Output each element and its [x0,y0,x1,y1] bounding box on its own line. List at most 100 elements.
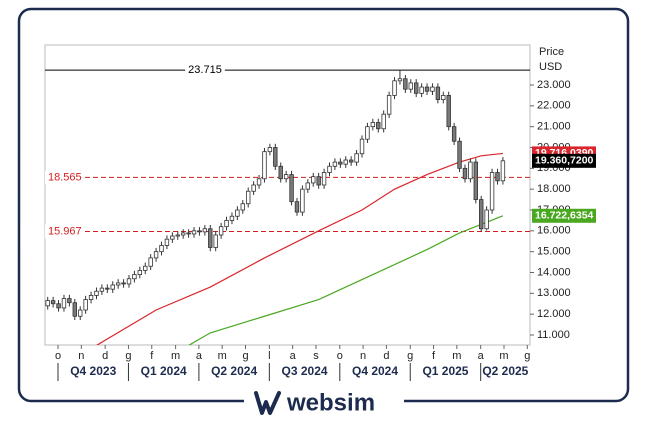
candle-body [83,299,88,311]
axes: 11.00012.00013.00014.00015.00016.00017.0… [55,79,596,381]
candle-body [435,86,441,100]
brand: websim [286,389,375,416]
candle-body [392,80,397,96]
candle-body [403,78,408,90]
value-box [532,153,596,168]
y-tick-label: 11.000 [537,329,570,341]
candle-body [262,151,267,180]
candle-body [191,230,197,235]
x-tick-label: g [524,350,530,362]
y-tick-label: 23.000 [537,79,571,91]
level-label: 23.715 [188,64,222,76]
level-label-background [45,170,85,185]
x-tick-label: m [171,350,180,362]
quarter-label: Q4 2023 [70,364,116,378]
candle-body [115,282,121,286]
x-tick-label: o [337,350,343,362]
x-tick-label: l [268,350,270,362]
candle-body [164,238,170,246]
candle-body [495,172,500,182]
candle-body [500,160,506,182]
candle-body [218,226,224,236]
quarter-label: Q4 2024 [352,364,398,378]
candle-body [224,220,229,228]
candle-body [208,228,213,248]
candle-body [186,232,191,235]
candle-body [213,234,218,248]
candle-body [348,159,354,163]
candle-body [305,182,311,190]
candle-body [457,140,462,169]
candle-body [376,122,381,130]
candle-body [143,265,148,271]
x-tick-label: o [55,350,61,362]
candle-body [246,190,251,205]
candle-body [365,126,370,140]
candle-body [78,309,83,317]
plot: 23.715 18.565 15.967 [45,63,530,345]
candle-body [479,199,484,230]
candle-body [72,302,78,317]
candle-body [180,232,186,236]
candle-body [121,282,126,285]
candle-body [88,295,94,300]
level-label-background [185,63,225,78]
y-tick-label: 15.000 [537,246,571,258]
x-tick-label: n [360,350,366,362]
x-tick-label: f [432,350,436,362]
candle-body [105,287,110,290]
candle-body [273,147,278,167]
average-line [188,215,504,345]
x-tick-label: d [383,350,389,362]
candle-body [229,215,235,221]
candle-body [278,165,283,180]
logo-icon [254,391,281,415]
candle-body [50,300,56,305]
candle-body [283,174,289,180]
value-box-label: 16.722,6354 [535,210,594,222]
candle-body [419,86,424,94]
candle-body [484,209,489,230]
candle-body [321,172,327,186]
candle-body [441,95,446,100]
level-label-background [45,224,85,239]
candle-body [148,257,153,267]
candle-body [132,274,137,280]
value-box-label: 19.360,7200 [535,155,594,167]
level-label: 18.565 [48,171,82,183]
y-tick-label: 12.000 [537,308,571,320]
candle-body [359,138,365,155]
candle-body [240,203,245,211]
candle-body [289,174,294,203]
candle-body [397,78,403,82]
x-tick-label: m [452,350,461,362]
x-tick-label: f [150,350,154,362]
candle-body [67,298,72,304]
candle-body [235,209,240,217]
y-axis-title: Price [539,46,564,58]
candle-body [99,287,105,292]
candle-body [251,184,256,192]
y-axis-unit: USD [539,61,562,73]
level-label: 15.967 [48,225,82,237]
y-tick-label: 21.000 [537,121,571,133]
candle-body [327,165,332,173]
candle-body [414,82,419,94]
y-tick-label: 13.000 [537,287,571,299]
quarter-label: Q2 2024 [211,364,257,378]
candle-body [343,159,348,165]
candle-body [294,201,300,213]
x-tick-label: a [478,350,485,362]
quarter-label: Q3 2024 [282,364,328,378]
candle-body [332,161,338,167]
x-tick-label: s [313,350,319,362]
candle-body [110,284,115,290]
candle-body [56,303,61,309]
quarter-label: Q1 2024 [141,364,187,378]
candle-body [45,300,50,307]
quarter-label: Q2 2025 [482,364,528,378]
candle-body [300,188,305,213]
candle-body [137,270,143,275]
candle-body [446,95,451,128]
x-tick-label: g [242,350,248,362]
